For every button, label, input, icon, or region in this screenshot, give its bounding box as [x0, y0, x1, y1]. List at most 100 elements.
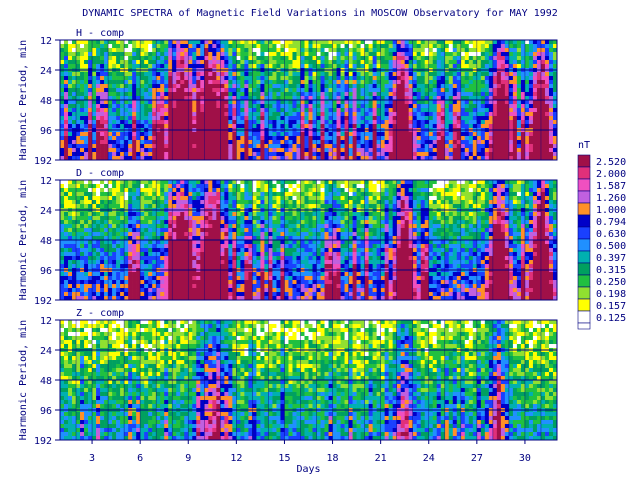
heatmap-cell — [128, 288, 133, 293]
heatmap-cell — [412, 140, 418, 145]
heatmap-cell — [456, 104, 462, 109]
heatmap-cell — [96, 108, 101, 113]
heatmap-cell — [196, 252, 201, 257]
heatmap-cell — [316, 116, 321, 121]
heatmap-cell — [160, 112, 165, 117]
heatmap-cell — [488, 48, 494, 53]
heatmap-cell — [364, 52, 369, 57]
heatmap-cell — [112, 88, 117, 93]
heatmap-cell — [72, 272, 77, 277]
heatmap-cell — [60, 292, 65, 297]
heatmap-cell — [80, 144, 85, 149]
heatmap-cell — [308, 92, 313, 97]
heatmap-cell — [472, 72, 478, 77]
heatmap-cell — [360, 148, 365, 153]
heatmap-cell — [456, 44, 462, 49]
heatmap-cell — [88, 64, 93, 69]
heatmap-cell — [552, 112, 558, 117]
heatmap-cell — [392, 80, 397, 85]
heatmap-cell — [288, 52, 293, 57]
heatmap-cell — [272, 156, 277, 161]
heatmap-cell — [376, 100, 381, 105]
heatmap-cell — [380, 116, 385, 121]
heatmap-cell — [152, 292, 157, 297]
heatmap-cell — [96, 64, 101, 69]
heatmap-cell — [476, 120, 482, 125]
heatmap-cell — [200, 140, 205, 145]
heatmap-cell — [180, 184, 185, 189]
heatmap-cell — [120, 192, 125, 197]
heatmap-cell — [112, 220, 117, 225]
heatmap-cell — [532, 104, 538, 109]
heatmap-cell — [476, 88, 482, 93]
heatmap-cell — [160, 88, 165, 93]
heatmap-cell — [272, 52, 277, 57]
heatmap-cell — [116, 56, 121, 61]
heatmap-cell — [168, 104, 173, 109]
heatmap-cell — [84, 40, 89, 45]
heatmap-cell — [344, 144, 349, 149]
heatmap-cell — [224, 120, 229, 125]
heatmap-cell — [240, 112, 245, 117]
heatmap-cell — [352, 140, 357, 145]
heatmap-cell — [192, 216, 197, 221]
heatmap-cell — [280, 148, 285, 153]
heatmap-cell — [540, 76, 546, 81]
heatmap-cell — [128, 144, 133, 149]
heatmap-cell — [300, 72, 305, 77]
heatmap-cell — [532, 92, 538, 97]
heatmap-cell — [192, 280, 197, 285]
heatmap-cell — [440, 72, 446, 77]
heatmap-cell — [172, 280, 177, 285]
heatmap-cell — [444, 156, 450, 161]
heatmap-cell — [320, 60, 325, 65]
heatmap-cell — [300, 88, 305, 93]
heatmap-cell — [516, 112, 522, 117]
heatmap-cell — [332, 92, 337, 97]
heatmap-cell — [544, 76, 550, 81]
heatmap-cell — [332, 64, 337, 69]
heatmap-cell — [200, 96, 205, 101]
heatmap-cell — [172, 132, 177, 137]
heatmap-cell — [328, 144, 333, 149]
heatmap-cell — [528, 120, 534, 125]
heatmap-cell — [412, 144, 418, 149]
heatmap-cell — [540, 52, 546, 57]
heatmap-cell — [312, 92, 317, 97]
heatmap-cell — [68, 116, 73, 121]
heatmap-cell — [84, 200, 89, 205]
heatmap-cell — [192, 260, 197, 265]
heatmap-cell — [228, 72, 233, 77]
heatmap-cell — [68, 204, 73, 209]
heatmap-cell — [136, 100, 141, 105]
heatmap-cell — [124, 64, 129, 69]
heatmap-cell — [404, 52, 409, 57]
heatmap-cell — [412, 76, 418, 81]
heatmap-cell — [220, 76, 225, 81]
heatmap-cell — [144, 272, 149, 277]
heatmap-cell — [208, 140, 213, 145]
heatmap-cell — [156, 124, 161, 129]
heatmap-cell — [60, 296, 65, 301]
heatmap-cell — [188, 148, 193, 153]
heatmap-cell — [132, 56, 137, 61]
heatmap-cell — [280, 108, 285, 113]
heatmap-cell — [268, 40, 273, 45]
heatmap-cell — [508, 140, 514, 145]
heatmap-cell — [212, 180, 217, 185]
heatmap-cell — [284, 116, 289, 121]
heatmap-cell — [116, 108, 121, 113]
heatmap-cell — [120, 120, 125, 125]
heatmap-cell — [544, 116, 550, 121]
heatmap-cell — [292, 116, 297, 121]
heatmap-cell — [488, 124, 494, 129]
heatmap-cell — [148, 136, 153, 141]
heatmap-cell — [196, 104, 201, 109]
heatmap-cell — [304, 44, 309, 49]
heatmap-cell — [348, 56, 353, 61]
heatmap-cell — [340, 124, 345, 129]
heatmap-cell — [172, 228, 177, 233]
heatmap-cell — [492, 100, 498, 105]
heatmap-cell — [436, 84, 442, 89]
heatmap-cell — [520, 76, 526, 81]
